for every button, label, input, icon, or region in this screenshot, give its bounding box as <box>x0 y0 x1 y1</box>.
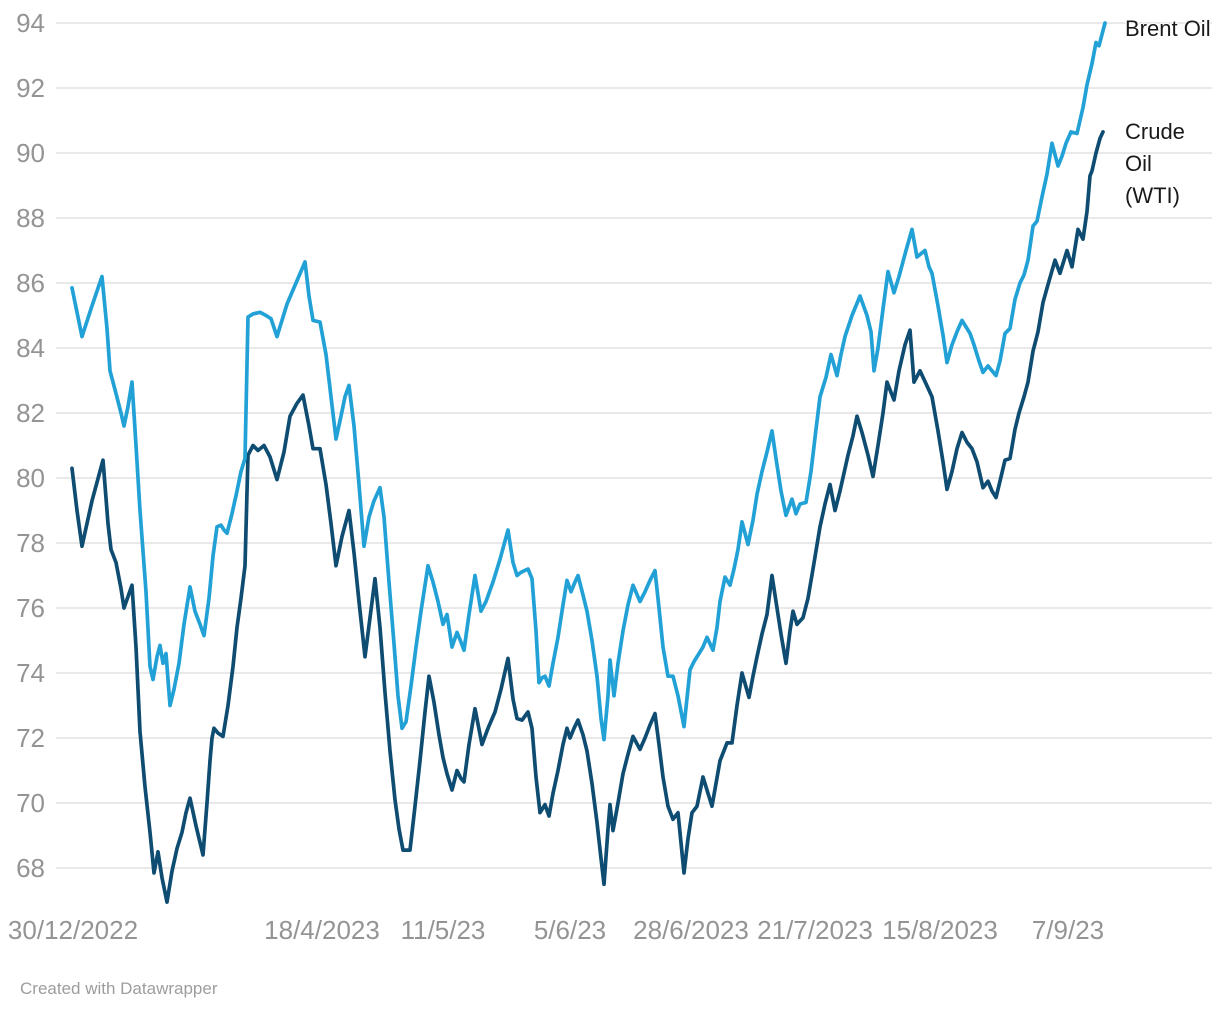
y-axis-tick-label: 88 <box>16 203 45 233</box>
y-axis-tick-label: 84 <box>16 333 45 363</box>
series-line-brent <box>70 21 1107 742</box>
x-axis-tick-label: 5/6/23 <box>534 915 606 945</box>
x-axis-tick-label: 18/4/2023 <box>264 915 380 945</box>
y-axis-tick-label: 70 <box>16 788 45 818</box>
series-line-wti <box>70 130 1105 904</box>
y-axis-tick-label: 76 <box>16 593 45 623</box>
series-label-brent: Brent Oil <box>1125 16 1211 41</box>
x-axis-tick-label: 21/7/2023 <box>757 915 873 945</box>
chart-plot-area: 94 92 90 88 86 84 82 80 78 76 74 72 70 68 30/12/2022 18… <box>8 8 1212 945</box>
y-axis-tick-label: 74 <box>16 658 45 688</box>
x-axis-tick-label: 15/8/2023 <box>882 915 998 945</box>
series-label-crude-oil-wti: Crude Oil (WTI) <box>1125 119 1185 208</box>
x-axis-tick-label: 7/9/23 <box>1032 915 1104 945</box>
x-axis-tick-label: 11/5/23 <box>401 915 486 945</box>
y-axis-tick-label: 94 <box>16 8 45 38</box>
y-axis-tick-label: 82 <box>16 398 45 428</box>
x-axis-tick-label: 30/12/2022 <box>8 915 138 945</box>
x-axis-tick-label: 28/6/2023 <box>633 915 749 945</box>
y-axis-tick-label: 86 <box>16 268 45 298</box>
y-axis-tick-label: 80 <box>16 463 45 493</box>
y-axis-tick-label: 92 <box>16 73 45 103</box>
y-axis-tick-label: 90 <box>16 138 45 168</box>
datawrapper-attribution: Created with Datawrapper <box>20 979 218 998</box>
y-axis-tick-label: 68 <box>16 853 45 883</box>
y-axis-tick-label: 72 <box>16 723 45 753</box>
y-axis-tick-label: 78 <box>16 528 45 558</box>
